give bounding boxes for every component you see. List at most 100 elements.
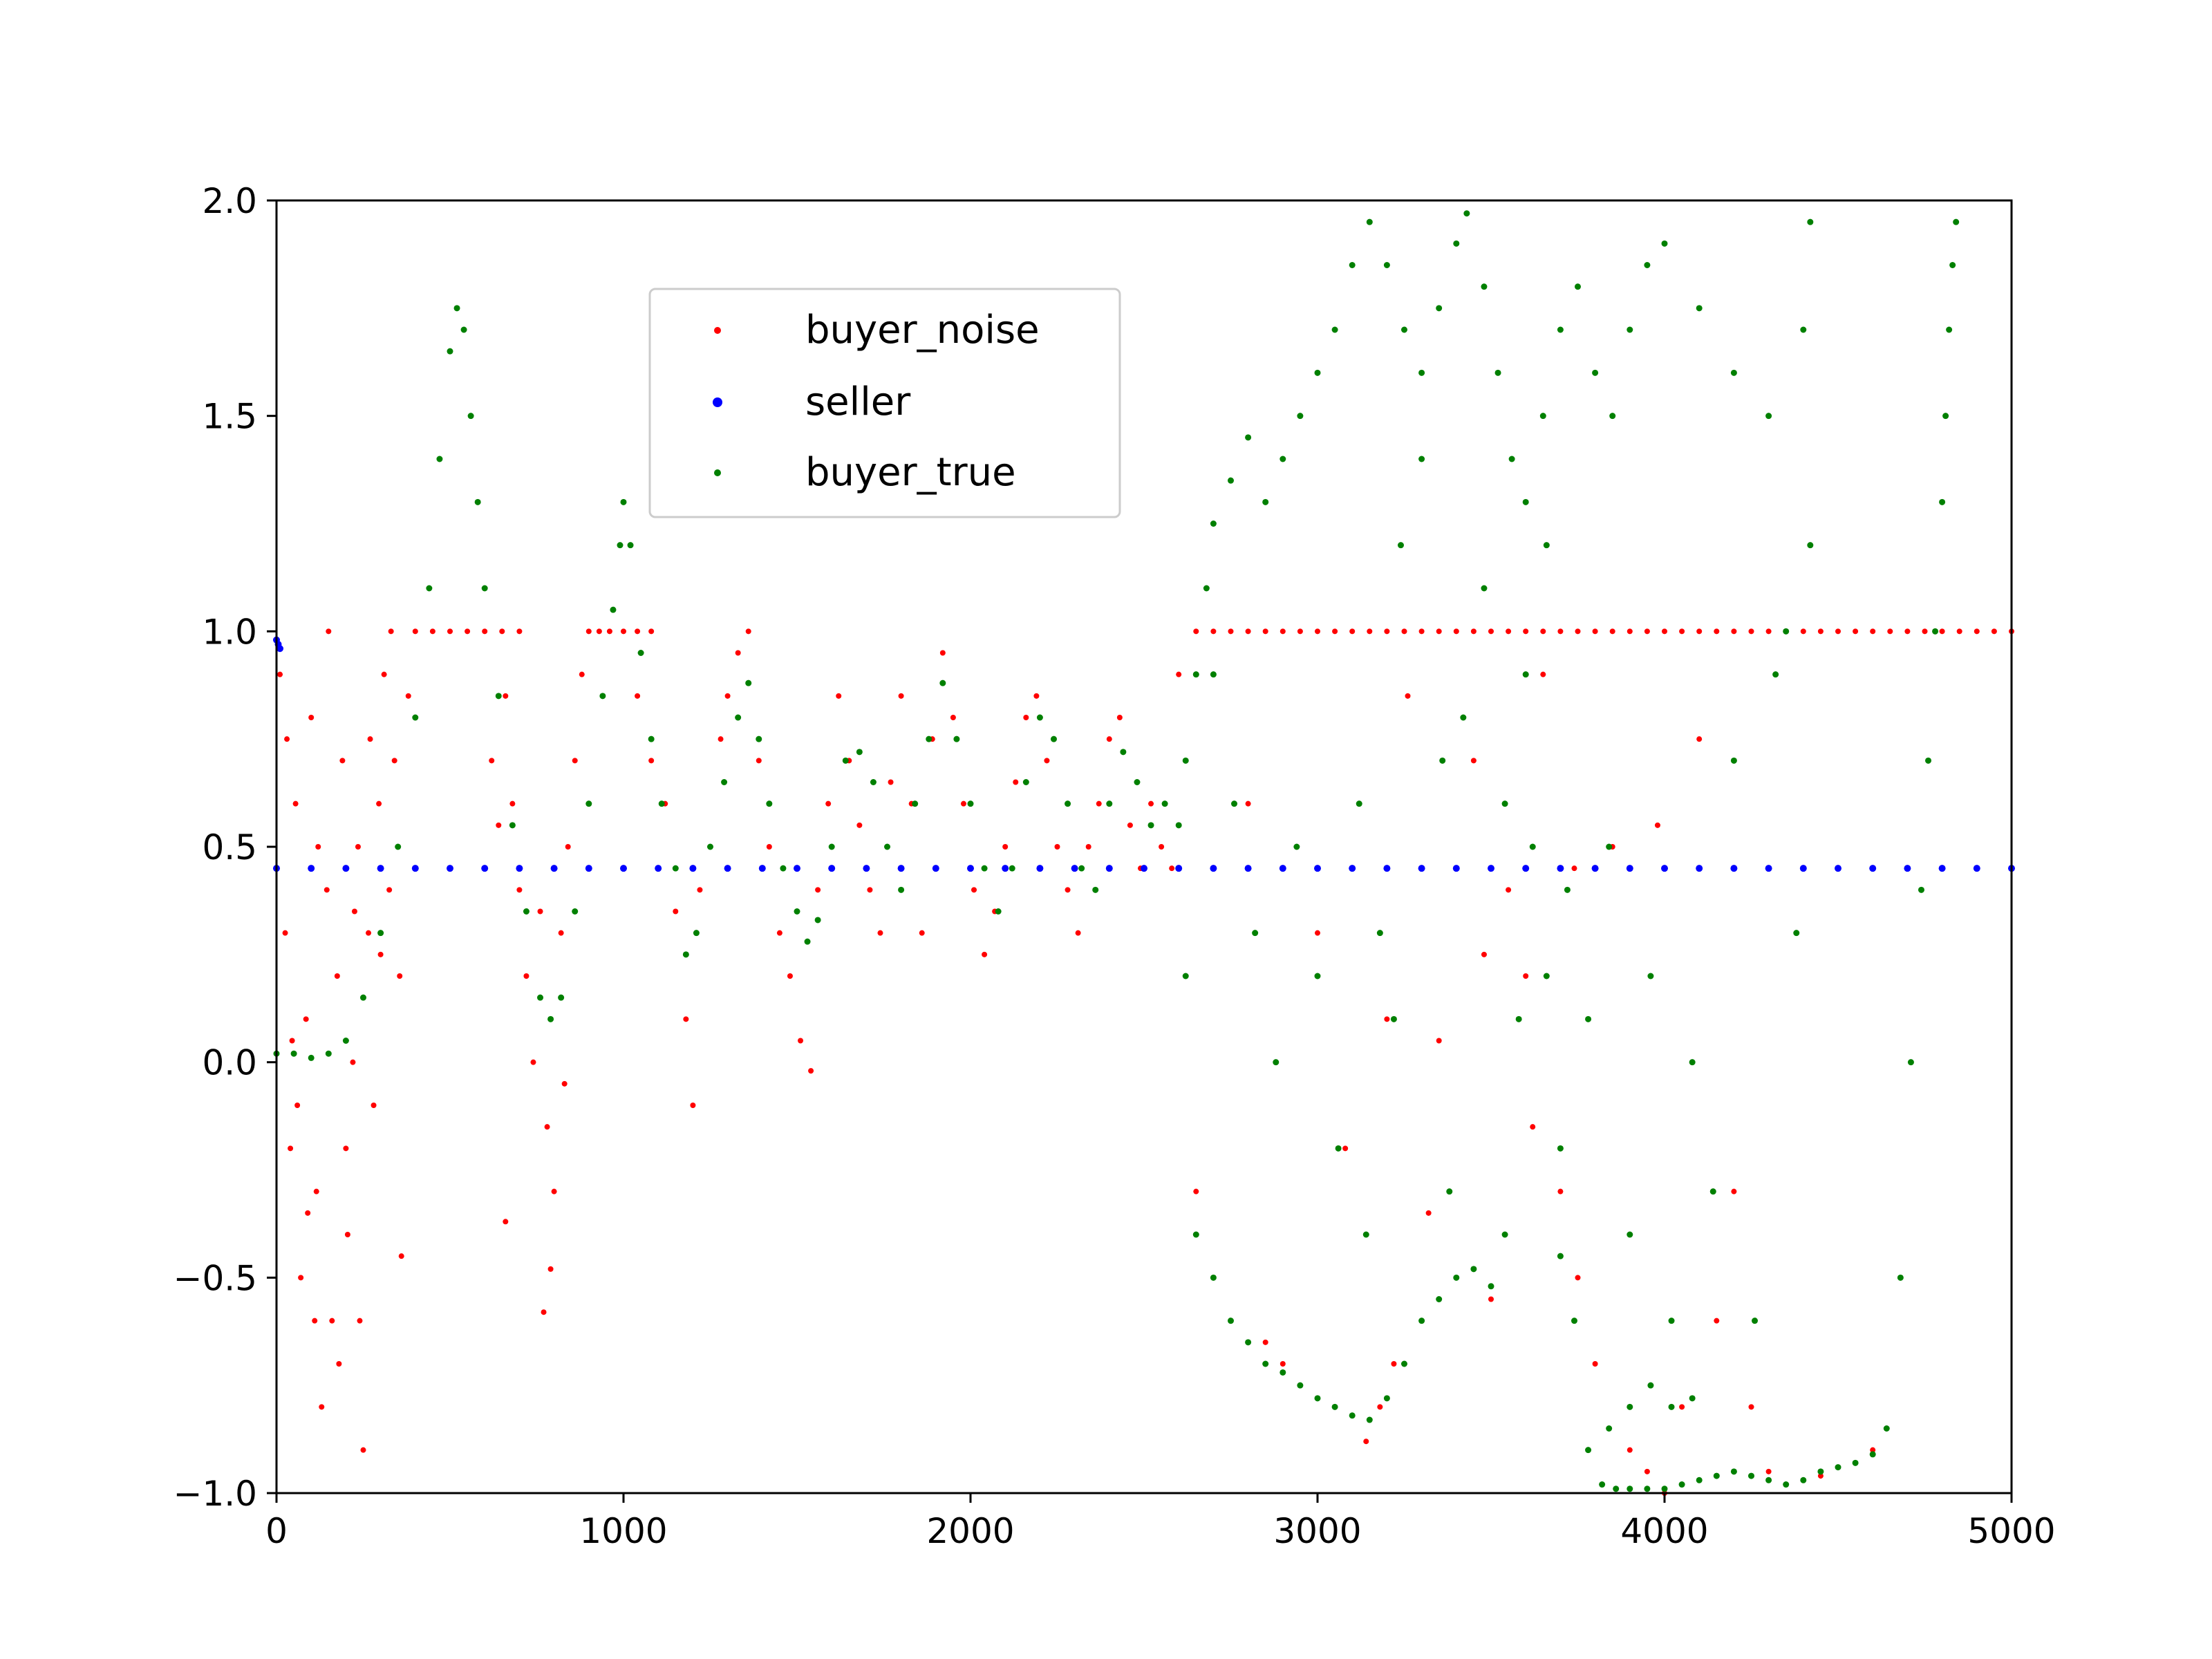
buyer-noise-point xyxy=(1023,715,1029,720)
buyer-noise-point xyxy=(324,887,330,893)
x-tick-label: 4000 xyxy=(1620,1511,1708,1551)
buyer-noise-point xyxy=(787,973,793,979)
buyer-noise-point xyxy=(294,1103,301,1108)
buyer-true-point xyxy=(495,693,502,700)
buyer-true-point xyxy=(1366,1416,1373,1423)
legend-marker-buyer-true xyxy=(714,469,721,476)
buyer-true-point xyxy=(1228,477,1234,484)
buyer-noise-point xyxy=(523,973,529,979)
series-buyer-true xyxy=(273,210,1960,1492)
buyer-true-point xyxy=(460,326,467,333)
buyer-true-point xyxy=(898,886,905,893)
seller-point xyxy=(1938,865,1946,872)
buyer-noise-point xyxy=(1349,628,1356,635)
buyer-true-point xyxy=(360,994,366,1001)
buyer-noise-point xyxy=(1679,1404,1685,1410)
buyer-noise-point xyxy=(1367,628,1373,635)
buyer-noise-point xyxy=(1044,758,1050,764)
buyer-true-point xyxy=(1314,973,1321,980)
buyer-noise-point xyxy=(1481,951,1487,957)
buyer-noise-point xyxy=(1592,1361,1598,1367)
seller-point xyxy=(447,865,453,872)
buyer-true-point xyxy=(1436,305,1443,312)
buyer-noise-point xyxy=(690,1103,696,1108)
buyer-true-point xyxy=(308,1054,315,1061)
buyer-noise-point xyxy=(1262,628,1268,635)
seller-point xyxy=(1141,865,1147,872)
buyer-noise-point xyxy=(366,930,372,936)
buyer-true-point xyxy=(1925,757,1932,764)
buyer-true-point xyxy=(1009,865,1015,872)
buyer-true-point xyxy=(1463,210,1470,217)
buyer-true-point xyxy=(1210,1274,1217,1281)
buyer-true-point xyxy=(967,800,974,807)
buyer-noise-point xyxy=(1956,628,1962,635)
buyer-noise-point xyxy=(939,650,946,656)
seller-point xyxy=(1105,865,1113,872)
buyer-true-point xyxy=(1852,1459,1859,1466)
buyer-noise-point xyxy=(606,628,612,635)
buyer-true-point xyxy=(620,498,627,505)
buyer-true-point xyxy=(1613,1485,1620,1492)
buyer-noise-point xyxy=(350,1059,356,1065)
buyer-true-point xyxy=(481,585,488,592)
buyer-noise-point xyxy=(1974,628,1980,635)
buyer-noise-point xyxy=(1540,671,1546,677)
buyer-noise-point xyxy=(1991,628,1997,635)
buyer-true-point xyxy=(1203,585,1210,592)
seller-point xyxy=(1175,865,1183,872)
buyer-noise-point xyxy=(1662,628,1667,635)
buyer-true-point xyxy=(1647,973,1654,980)
buyer-noise-point xyxy=(1870,628,1876,635)
buyer-noise-point xyxy=(312,1318,318,1324)
buyer-true-point xyxy=(1585,1447,1592,1454)
buyer-true-point xyxy=(1869,1451,1876,1458)
seller-point xyxy=(342,865,350,872)
buyer-true-point xyxy=(1765,1477,1772,1483)
buyer-true-point xyxy=(1418,456,1425,462)
buyer-true-point xyxy=(1730,1468,1737,1475)
buyer-noise-point xyxy=(766,844,772,850)
buyer-noise-point xyxy=(1765,1468,1772,1474)
buyer-true-point xyxy=(766,800,773,807)
seller-point xyxy=(1765,865,1772,872)
buyer-true-point xyxy=(1678,1481,1685,1488)
buyer-noise-point xyxy=(1033,693,1040,699)
buyer-true-point xyxy=(1627,1231,1633,1238)
buyer-true-point xyxy=(1245,434,1252,441)
buyer-noise-point xyxy=(1644,628,1650,635)
buyer-noise-point xyxy=(1085,844,1091,850)
buyer-noise-point xyxy=(1116,715,1123,720)
buyer-noise-point xyxy=(1488,628,1494,635)
buyer-noise-point xyxy=(1540,628,1546,635)
buyer-noise-point xyxy=(565,844,571,850)
buyer-true-point xyxy=(1557,326,1564,333)
buyer-true-point xyxy=(1939,498,1946,505)
buyer-noise-point xyxy=(381,671,387,677)
y-tick-label: 1.5 xyxy=(202,397,257,437)
buyer-true-point xyxy=(939,679,946,686)
buyer-noise-point xyxy=(1644,1468,1650,1474)
seller-point xyxy=(1418,865,1425,872)
buyer-noise-point xyxy=(1332,628,1338,635)
buyer-noise-point xyxy=(1506,628,1512,635)
y-tick-label: −1.0 xyxy=(174,1474,257,1514)
buyer-true-point xyxy=(1397,542,1404,549)
buyer-true-point xyxy=(1942,413,1949,420)
buyer-noise-point xyxy=(1148,800,1154,807)
buyer-noise-point xyxy=(397,973,403,979)
x-axis: 0 1000 2000 3000 4000 5000 xyxy=(265,1493,2056,1551)
x-tick-label: 0 xyxy=(265,1511,288,1551)
buyer-noise-point xyxy=(355,844,361,850)
buyer-true-point xyxy=(1314,369,1321,376)
buyer-noise-point xyxy=(1210,628,1217,635)
seller-point xyxy=(758,865,766,872)
buyer-noise-point xyxy=(888,779,894,785)
seller-point xyxy=(550,865,558,872)
buyer-noise-point xyxy=(1169,865,1175,872)
buyer-noise-point xyxy=(1013,779,1019,785)
buyer-true-point xyxy=(1078,865,1085,872)
seller-point xyxy=(620,865,627,872)
buyer-true-point xyxy=(1529,843,1536,850)
